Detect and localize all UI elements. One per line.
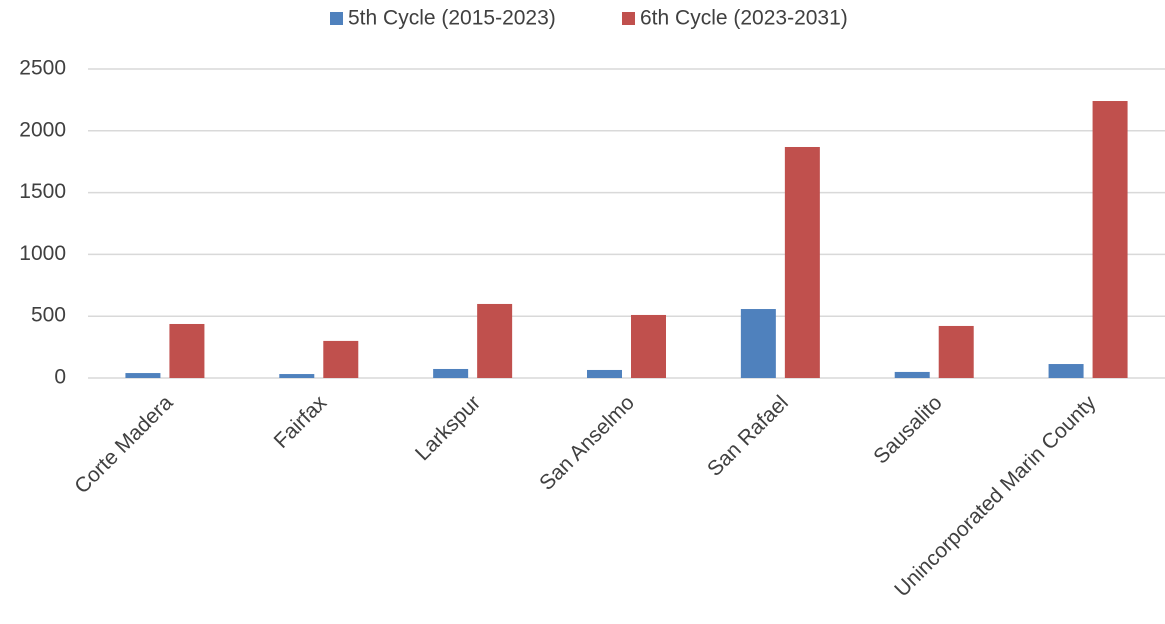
legend-swatch: [622, 12, 635, 25]
bar: [477, 303, 513, 378]
y-tick-label: 1500: [19, 180, 66, 203]
bar: [784, 146, 820, 378]
x-tick-label: Fairfax: [270, 391, 332, 453]
y-tick-label: 1000: [19, 242, 66, 265]
legend-swatch: [330, 12, 343, 25]
y-tick-label: 2000: [19, 118, 66, 141]
bar: [169, 323, 205, 378]
bar: [1092, 101, 1128, 379]
y-tick-label: 2500: [19, 57, 66, 80]
bar: [740, 309, 776, 378]
y-tick-label: 500: [31, 304, 66, 327]
bar: [587, 369, 622, 378]
bar: [894, 371, 930, 378]
legend-label: 6th Cycle (2023-2031): [640, 7, 848, 30]
bar: [125, 373, 161, 378]
y-tick-label: 0: [54, 366, 66, 389]
x-tick-label: Corte Madera: [70, 391, 177, 498]
legend-label: 5th Cycle (2015-2023): [348, 7, 556, 30]
x-tick-label: San Anselmo: [535, 391, 639, 495]
bar: [1048, 364, 1084, 378]
bar: [938, 325, 974, 378]
bar: [433, 368, 469, 378]
x-tick-label: Larkspur: [411, 391, 485, 465]
bar: [323, 340, 359, 378]
x-tick-label: Sausalito: [869, 391, 946, 468]
bar: [631, 314, 666, 378]
bar: [279, 374, 315, 378]
x-tick-label: San Rafael: [703, 391, 793, 481]
